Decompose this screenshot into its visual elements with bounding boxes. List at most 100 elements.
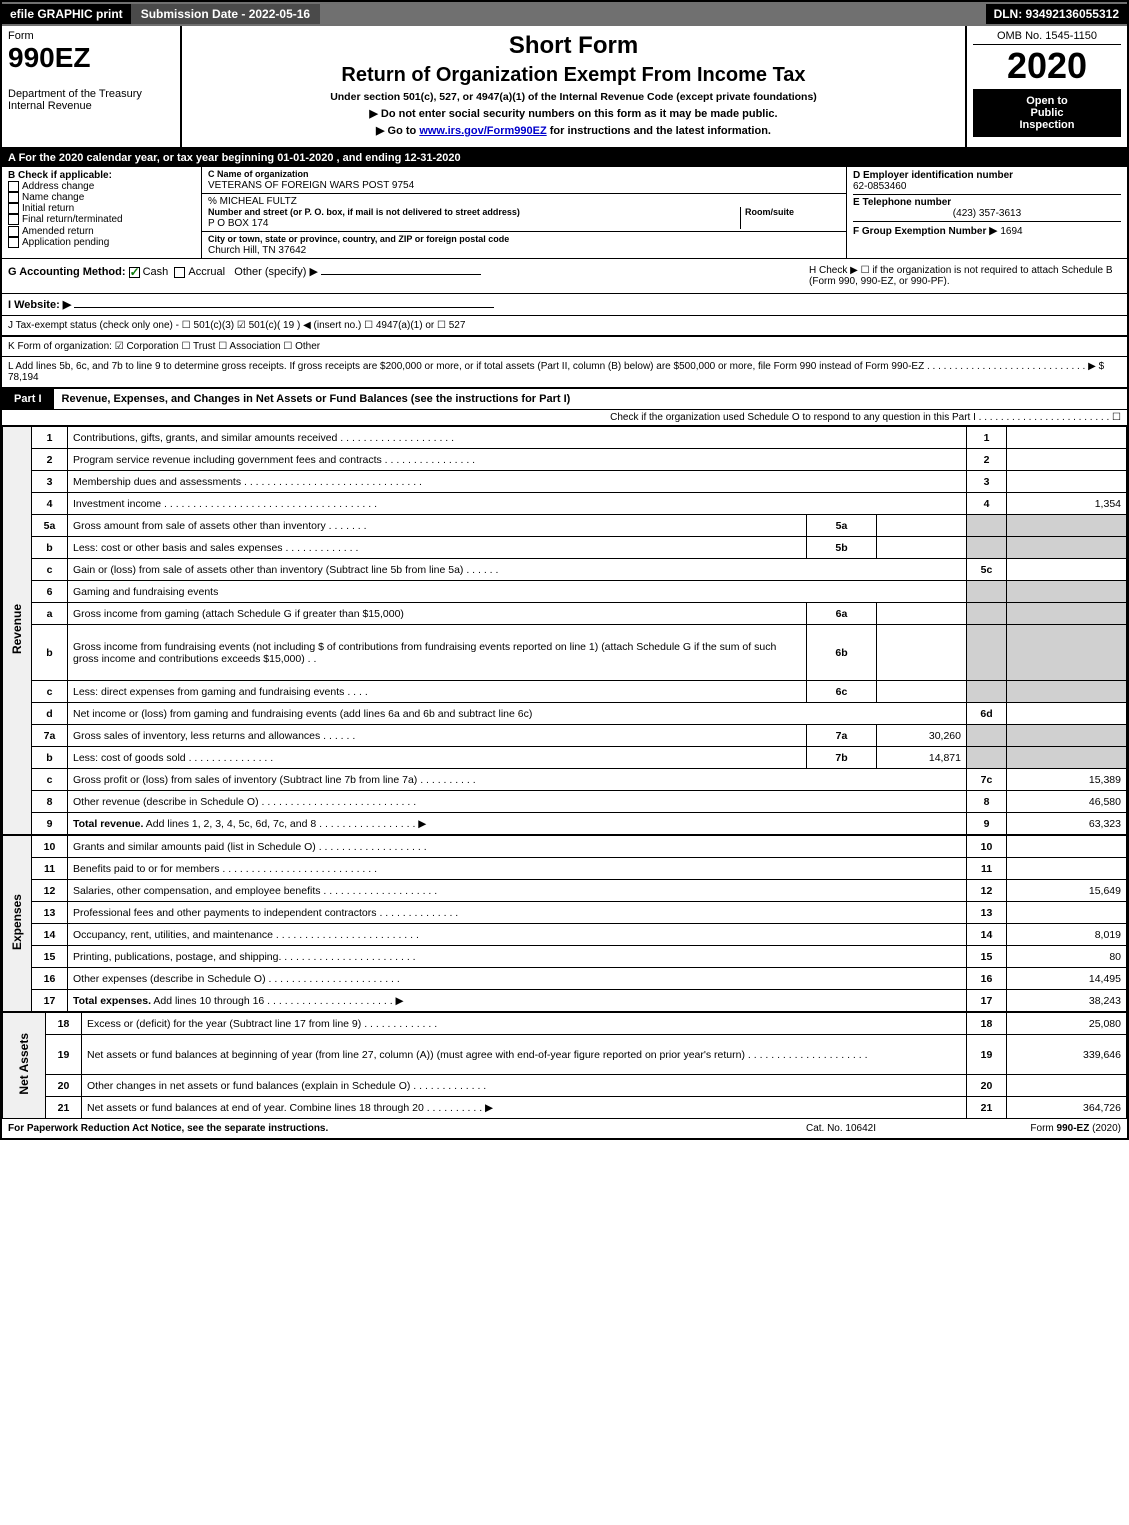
amount: [1007, 449, 1127, 471]
line-g: G Accounting Method: Cash Accrual Other …: [8, 265, 801, 287]
check-amended[interactable]: Amended return: [8, 226, 195, 237]
block-b-title: B Check if applicable:: [8, 170, 195, 181]
city-label: City or town, state or province, country…: [208, 234, 509, 244]
line-desc: Other changes in net assets or fund bala…: [82, 1075, 967, 1097]
sub-line-num: 7a: [807, 725, 877, 747]
ein: 62-0853460: [853, 181, 1121, 192]
result-line-num: 18: [967, 1013, 1007, 1035]
header: Form 990EZ Department of the Treasury In…: [2, 26, 1127, 149]
sub-line-val: 30,260: [877, 725, 967, 747]
amount: [1007, 858, 1127, 880]
street-address: P O BOX 174: [208, 218, 268, 229]
line-desc: Membership dues and assessments . . . . …: [68, 471, 967, 493]
check-initial-return[interactable]: Initial return: [8, 203, 195, 214]
line-number: 18: [46, 1013, 82, 1035]
amount: 80: [1007, 946, 1127, 968]
line-desc: Gross income from gaming (attach Schedul…: [68, 603, 807, 625]
header-center: Short Form Return of Organization Exempt…: [182, 26, 967, 147]
line-l: L Add lines 5b, 6c, and 7b to line 9 to …: [2, 357, 1127, 389]
irs-link[interactable]: www.irs.gov/Form990EZ: [419, 125, 546, 137]
line-desc: Grants and similar amounts paid (list in…: [68, 836, 967, 858]
amount: 1,354: [1007, 493, 1127, 515]
result-line-num: 2: [967, 449, 1007, 471]
check-cash[interactable]: [129, 267, 140, 278]
amount: 15,389: [1007, 769, 1127, 791]
submission-date: Submission Date - 2022-05-16: [131, 4, 320, 24]
result-line-num: 3: [967, 471, 1007, 493]
line-desc: Program service revenue including govern…: [68, 449, 967, 471]
info-block: B Check if applicable: Address change Na…: [2, 167, 1127, 259]
omb-number: OMB No. 1545-1150: [973, 30, 1121, 45]
footer: For Paperwork Reduction Act Notice, see …: [2, 1119, 1127, 1138]
line-number: c: [32, 681, 68, 703]
d-label: D Employer identification number: [853, 170, 1121, 181]
check-accrual[interactable]: [174, 267, 185, 278]
line-number: b: [32, 625, 68, 681]
amount: 364,726: [1007, 1097, 1127, 1119]
header-right: OMB No. 1545-1150 2020 Open to Public In…: [967, 26, 1127, 147]
part-i-check: Check if the organization used Schedule …: [2, 410, 1127, 426]
line-desc: Net assets or fund balances at end of ye…: [82, 1097, 967, 1119]
phone: (423) 357-3613: [853, 208, 1121, 219]
sub-line-val: [877, 537, 967, 559]
paperwork-notice: For Paperwork Reduction Act Notice, see …: [8, 1123, 741, 1134]
line-number: 1: [32, 427, 68, 449]
line-number: 17: [32, 990, 68, 1012]
ssn-warning: ▶ Do not enter social security numbers o…: [188, 107, 959, 120]
cat-no: Cat. No. 10642I: [741, 1123, 941, 1134]
form-number: 990EZ: [8, 42, 174, 74]
line-number: c: [32, 769, 68, 791]
check-name-change[interactable]: Name change: [8, 192, 195, 203]
form-label: Form: [8, 30, 174, 42]
check-address-change[interactable]: Address change: [8, 181, 195, 192]
line-desc: Gross income from fundraising events (no…: [68, 625, 807, 681]
line-desc: Contributions, gifts, grants, and simila…: [68, 427, 967, 449]
line-desc: Total expenses. Add lines 10 through 16 …: [68, 990, 967, 1012]
section-label: Net Assets: [3, 1013, 46, 1119]
expenses-table: Expenses10Grants and similar amounts pai…: [2, 835, 1127, 1012]
line-desc: Gross profit or (loss) from sales of inv…: [68, 769, 967, 791]
sub-line-val: [877, 515, 967, 537]
block-c: C Name of organization VETERANS OF FOREI…: [202, 167, 847, 258]
amount: [1007, 902, 1127, 924]
line-k: K Form of organization: ☑ Corporation ☐ …: [2, 337, 1127, 357]
line-number: 12: [32, 880, 68, 902]
amount: 38,243: [1007, 990, 1127, 1012]
amount: 15,649: [1007, 880, 1127, 902]
org-name: VETERANS OF FOREIGN WARS POST 9754: [208, 180, 414, 191]
line-desc: Gross amount from sale of assets other t…: [68, 515, 807, 537]
amount: 339,646: [1007, 1035, 1127, 1075]
result-line-num: 12: [967, 880, 1007, 902]
section-label: Revenue: [3, 427, 32, 835]
block-b: B Check if applicable: Address change Na…: [2, 167, 202, 258]
check-final-return[interactable]: Final return/terminated: [8, 214, 195, 225]
line-number: 7a: [32, 725, 68, 747]
care-of: % MICHEAL FULTZ: [208, 196, 297, 207]
part-i-header: Part I Revenue, Expenses, and Changes in…: [2, 389, 1127, 410]
line-desc: Excess or (deficit) for the year (Subtra…: [82, 1013, 967, 1035]
result-line-num: 14: [967, 924, 1007, 946]
header-left: Form 990EZ Department of the Treasury In…: [2, 26, 182, 147]
tax-year: 2020: [973, 45, 1121, 87]
line-desc: Other revenue (describe in Schedule O) .…: [68, 791, 967, 813]
main-title: Return of Organization Exempt From Incom…: [188, 64, 959, 87]
open-public-box: Open to Public Inspection: [973, 89, 1121, 137]
dln: DLN: 93492136055312: [986, 4, 1127, 24]
result-line-num: 13: [967, 902, 1007, 924]
line-number: 9: [32, 813, 68, 835]
result-line-num: 1: [967, 427, 1007, 449]
amount: [1007, 559, 1127, 581]
block-d-e-f: D Employer identification number 62-0853…: [847, 167, 1127, 258]
amount: [1007, 836, 1127, 858]
subtitle: Under section 501(c), 527, or 4947(a)(1)…: [188, 91, 959, 103]
line-desc: Gaming and fundraising events: [68, 581, 967, 603]
result-line-num: 10: [967, 836, 1007, 858]
line-number: 5a: [32, 515, 68, 537]
line-number: b: [32, 747, 68, 769]
check-pending[interactable]: Application pending: [8, 237, 195, 248]
part-i-tag: Part I: [2, 389, 54, 409]
sub-line-num: 7b: [807, 747, 877, 769]
sub-line-num: 5a: [807, 515, 877, 537]
sub-line-num: 5b: [807, 537, 877, 559]
efile-label[interactable]: efile GRAPHIC print: [2, 4, 131, 24]
